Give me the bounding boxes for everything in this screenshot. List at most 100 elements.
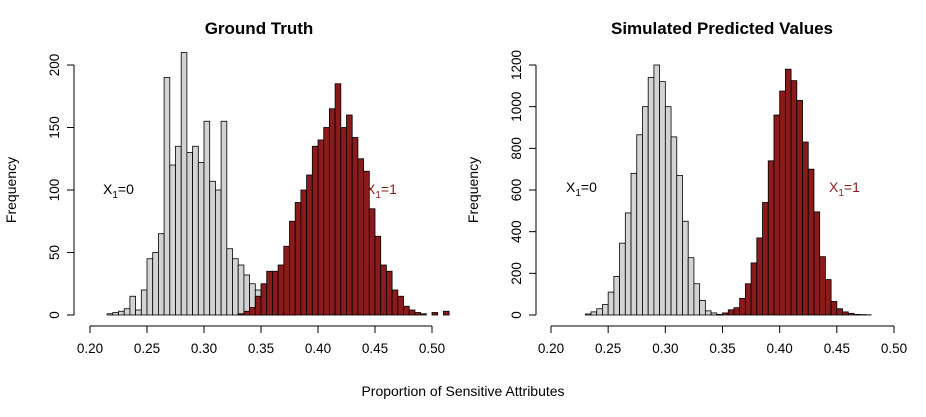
histogram-bar-x1-1 [306,174,313,316]
histogram-bar-x1-0 [693,283,701,316]
histogram-bar-x1-1 [853,313,861,316]
group-annotation: X1=1 [829,179,860,199]
histogram-bar-x1-0 [112,312,119,316]
x-axis: 0.20 0.25 0.30 0.35 0.40 0.45 0.50 [538,325,907,356]
histogram-bar-x1-0 [175,145,182,316]
histogram-bar-x1-0 [670,136,678,316]
histogram-bar-x1-1 [334,83,342,316]
histogram-bar-x1-0 [220,120,228,316]
histogram-bar-x1-0 [636,134,643,316]
annotations: X1=0 X1=1 [566,179,860,199]
histogram-bar-x1-1 [779,90,786,316]
histogram-bar-x1-1 [249,307,256,316]
histogram-bar-x1-1 [442,310,450,316]
x-tick-label: 0.50 [419,341,445,356]
histogram-bar-x1-0 [659,81,666,316]
histogram-bar-x1-1 [847,312,855,316]
histogram-bar-x1-0 [607,291,615,316]
histogram-bar-x1-0 [630,172,638,316]
histogram-bar-x1-0 [682,220,689,316]
histogram-bar-x1-1 [819,256,826,316]
histogram-bar-x1-1 [762,202,769,316]
y-tick-label: 400 [509,220,524,243]
histogram-bar-x1-1 [790,80,798,316]
x-tick-label: 0.20 [538,341,564,356]
x-tick-label: 0.35 [248,341,274,356]
histogram-bar-x1-0 [157,233,165,316]
group-annotation: X1=0 [103,181,134,201]
histogram-bar-x1-1 [813,211,821,316]
histogram-bar-x1-0 [214,189,222,316]
histogram-bar-x1-0 [602,304,609,316]
histogram-bar-x1-0 [146,258,154,316]
y-axis: 0 200 400 600 800 1000 1200 [509,50,537,319]
histogram-bar-x1-0 [186,152,193,316]
histogram-bar-x1-0 [106,313,114,316]
histogram-bar-x1-1 [431,312,439,316]
y-axis-label: Frequency [465,157,481,223]
y-tick-label: 800 [509,137,524,160]
histogram-bar-x1-0 [140,289,148,316]
group-annotation: X1=1 [366,181,397,201]
histogram-bar-x1-1 [802,141,809,316]
histogram-bar-x1-1 [271,270,279,316]
histogram-bar-x1-0 [192,145,199,316]
histogram-bar-x1-1 [727,309,735,316]
histogram-bar-x1-1 [340,127,347,316]
histogram-bar-x1-0 [180,52,188,316]
histogram-bar-x1-1 [277,264,285,316]
x-tick-label: 0.40 [305,341,331,356]
x-tick-label: 0.20 [77,341,103,356]
x-tick-label: 0.30 [191,341,217,356]
histogram-bar-x1-0 [226,248,233,316]
histogram-bar-x1-1 [733,307,741,316]
histogram-bar-x1-0 [118,310,125,316]
histogram-bar-x1-0 [135,309,142,316]
histogram-bar-x1-1 [323,127,330,316]
histogram-bar-x1-1 [744,283,752,316]
y-tick-label: 100 [47,179,62,202]
x-tick-label: 0.50 [881,341,907,356]
histogram-bar-x1-1 [739,297,746,316]
y-axis: 0 50 100 150 200 [47,54,75,319]
histogram-bar-x1-0 [197,162,205,316]
histogram-bar-x1-0 [699,300,706,316]
histogram-bar-x1-0 [613,276,621,316]
histogram-bar-x1-0 [584,313,592,316]
histogram-bar-x1-1 [391,289,399,316]
histogram-bar-x1-1 [830,301,838,316]
histogram-bar-x1-1 [773,114,781,316]
histogram-bar-x1-1 [380,264,387,316]
histogram-bars [584,64,872,316]
histogram-bar-x1-1 [311,145,319,316]
histogram-bar-x1-0 [243,274,250,316]
x-tick-label: 0.25 [134,341,160,356]
histogram-bar-x1-0 [642,106,649,316]
histogram-bar-x1-0 [237,264,245,316]
histogram-bar-x1-0 [163,77,171,316]
x-tick-label: 0.35 [709,341,735,356]
histogram-bar-x1-1 [294,202,302,316]
histogram-bar-x1-1 [346,114,353,316]
histogram-bar-x1-1 [414,312,421,316]
histogram-bar-x1-1 [836,308,843,316]
group-annotation: X1=0 [566,179,597,199]
histogram-bar-x1-1 [750,262,758,316]
histogram-bar-x1-1 [784,68,792,316]
histogram-bar-x1-1 [300,189,307,316]
y-tick-label: 0 [509,311,524,319]
y-tick-label: 200 [509,262,524,285]
y-tick-label: 150 [47,116,62,139]
histogram-bar-x1-1 [328,108,336,316]
histogram-bar-x1-1 [266,270,273,316]
histogram-bar-x1-0 [169,164,176,316]
histogram-bar-x1-0 [687,257,695,316]
histogram-bar-x1-0 [704,310,712,316]
histogram-bar-x1-0 [123,308,131,316]
histogram-bar-x1-1 [397,295,404,316]
histogram-bar-x1-1 [254,295,262,316]
panel-simulated-predicted: Simulated Predicted Values Frequency 0.2… [465,19,907,356]
histogram-bar-x1-1 [283,245,290,316]
histogram-bar-x1-1 [408,309,416,316]
